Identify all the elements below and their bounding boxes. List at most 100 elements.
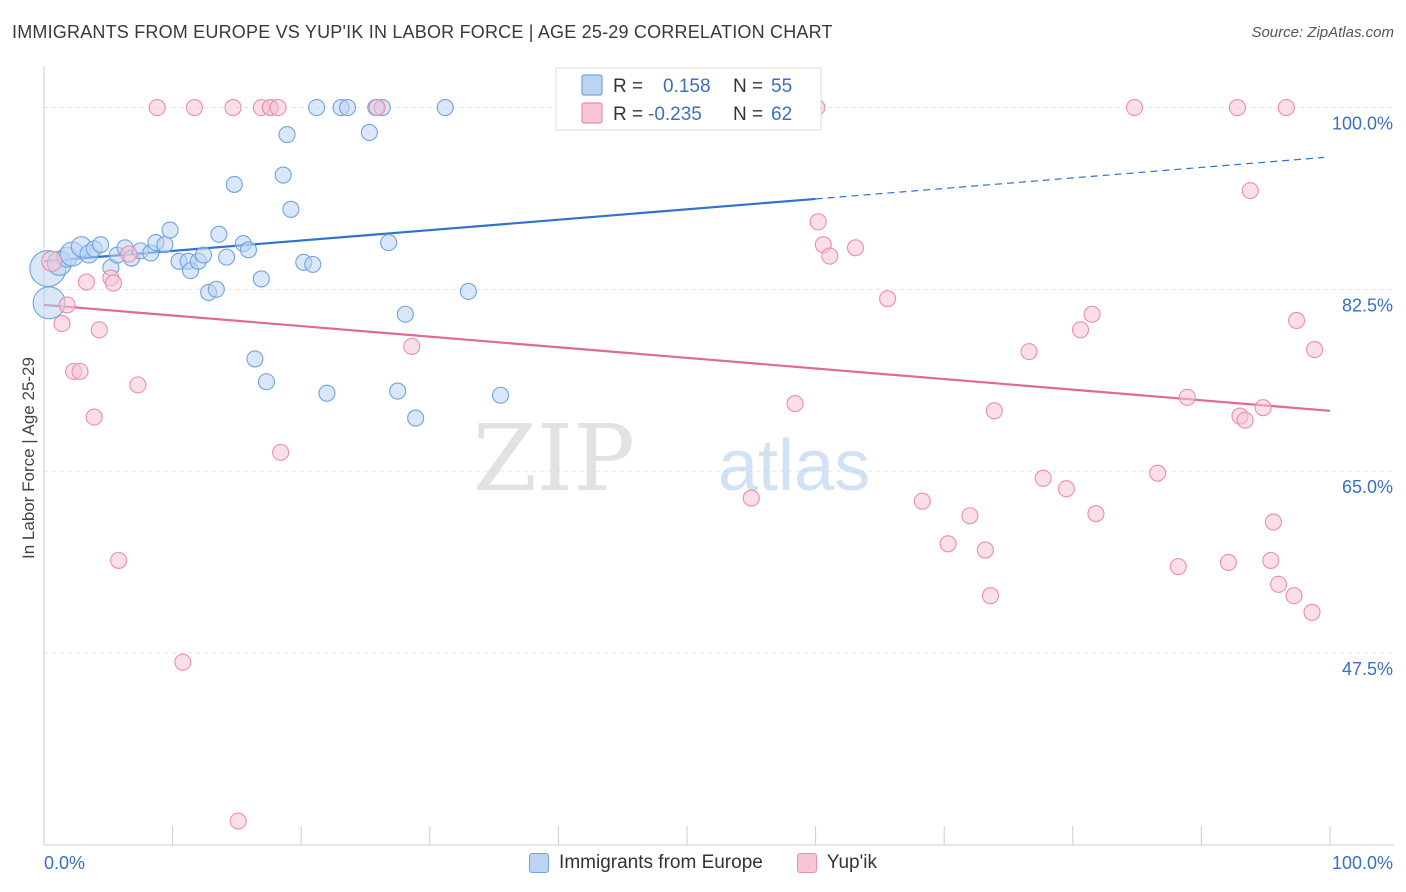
yupik-point-57: [1277, 98, 1295, 117]
europe-point-24: [207, 280, 225, 298]
yupik-point-14: [174, 653, 192, 671]
yupik-point-37: [985, 402, 1003, 420]
yupik-point-32: [913, 492, 931, 510]
yupik-point-22: [368, 98, 386, 117]
yupik-point-36: [981, 587, 1000, 605]
legend-swatch-yupik: [796, 853, 817, 873]
europe-point-39: [308, 98, 326, 117]
legend-n-label: N =: [733, 76, 763, 97]
europe-trend-line: [43, 197, 816, 263]
yupik-point-40: [1057, 480, 1075, 498]
yupik-point-9: [104, 274, 122, 292]
yupik-point-7: [90, 321, 108, 339]
y-tick-label-2: 65.0%: [1342, 477, 1393, 497]
legend-r-value-europe: 0.158: [663, 76, 711, 97]
europe-point-25: [210, 225, 228, 243]
yupik-point-5: [77, 273, 95, 291]
yupik-point-27: [809, 213, 827, 231]
yupik-point-61: [1306, 341, 1324, 359]
europe-point-16: [156, 236, 174, 254]
legend-n-value-europe: 55: [771, 76, 792, 97]
yupik-point-49: [1228, 98, 1246, 117]
yupik-point-24: [742, 489, 760, 507]
europe-point-50: [436, 98, 454, 117]
y-tick-labels: 100.0% 82.5% 65.0% 47.5%: [1332, 114, 1393, 679]
legend-r-value-yupik: -0.235: [648, 104, 702, 125]
europe-point-27: [225, 175, 243, 193]
yupik-point-10: [110, 551, 128, 569]
yupik-point-33: [939, 535, 957, 553]
europe-point-43: [360, 123, 378, 142]
legend-n-value-yupik: 62: [771, 104, 792, 125]
europe-point-38: [304, 255, 322, 273]
yupik-point-53: [1254, 399, 1272, 417]
yupik-point-47: [1178, 388, 1196, 406]
yupik-point-45: [1149, 464, 1167, 482]
legend-label-europe: Immigrants from Europe: [559, 852, 763, 873]
legend-item-yupik[interactable]: Yup'ik: [796, 852, 877, 874]
legend-swatch-europe: [581, 74, 603, 96]
legend-label-yupik: Yup'ik: [826, 852, 877, 873]
y-axis-label: In Labor Force | Age 25-29: [19, 357, 38, 559]
yupik-point-15: [185, 98, 204, 117]
y-tick-label-0: 100.0%: [1332, 114, 1393, 134]
europe-point-8: [92, 236, 110, 254]
yupik-point-39: [1034, 469, 1052, 487]
yupik-point-60: [1303, 603, 1321, 621]
yupik-point-54: [1262, 551, 1280, 569]
yupik-point-42: [1083, 305, 1101, 323]
yupik-point-35: [976, 541, 994, 559]
europe-point-51: [459, 282, 477, 300]
chart-source: Source: ZipAtlas.com: [1251, 24, 1394, 41]
yupik-point-23: [403, 337, 421, 355]
europe-trend-extension: [815, 156, 1325, 200]
watermark-zip: ZIP: [473, 405, 635, 512]
europe-point-35: [278, 126, 296, 144]
trend-lines: [43, 156, 1331, 412]
series-legend: Immigrants from Europe Yup'ik: [0, 852, 1406, 874]
yupik-point-16: [224, 98, 242, 117]
legend-swatch-europe: [529, 853, 550, 873]
yupik-point-2: [58, 296, 76, 314]
europe-point-17: [161, 221, 179, 239]
grid-lines: [44, 107, 1394, 654]
europe-point-36: [282, 200, 300, 218]
yupik-point-43: [1087, 505, 1105, 523]
europe-point-52: [491, 386, 510, 404]
europe-point-42: [338, 98, 357, 117]
legend-r-label: R =: [613, 104, 643, 125]
yupik-point-0: [41, 250, 63, 272]
europe-point-47: [389, 382, 407, 400]
correlation-legend: R = 0.158 N = 55 R = -0.235 N = 62: [555, 67, 822, 131]
europe-point-40: [318, 384, 336, 402]
y-tick-label-3: 47.5%: [1342, 659, 1393, 679]
yupik-point-56: [1270, 575, 1288, 593]
yupik-point-25: [786, 395, 804, 413]
y-tick-label-1: 82.5%: [1342, 295, 1393, 315]
watermark: ZIP atlas: [473, 405, 870, 512]
yupik-point-55: [1264, 513, 1282, 531]
yupik-point-20: [269, 98, 287, 117]
yupik-point-51: [1236, 411, 1254, 429]
yupik-point-38: [1020, 343, 1038, 361]
yupik-point-44: [1125, 98, 1144, 117]
yupik-point-29: [821, 247, 839, 265]
legend-r-label: R =: [613, 76, 643, 97]
yupik-point-21: [272, 443, 290, 461]
yupik-point-48: [1219, 553, 1237, 572]
x-tick-label-0: 0.0%: [44, 853, 85, 873]
yupik-point-58: [1285, 587, 1303, 605]
europe-point-30: [246, 350, 264, 368]
legend-n-label: N =: [733, 104, 763, 125]
europe-point-34: [274, 166, 292, 184]
yupik-point-6: [85, 408, 103, 426]
legend-swatch-yupik: [581, 102, 603, 124]
europe-point-46: [380, 234, 398, 252]
x-tick-label-1: 100.0%: [1332, 853, 1393, 873]
yupik-point-31: [879, 290, 897, 308]
yupik-point-17: [229, 812, 247, 830]
legend-item-europe[interactable]: Immigrants from Europe: [529, 852, 763, 874]
yupik-point-41: [1071, 321, 1090, 339]
watermark-atlas: atlas: [718, 426, 870, 506]
